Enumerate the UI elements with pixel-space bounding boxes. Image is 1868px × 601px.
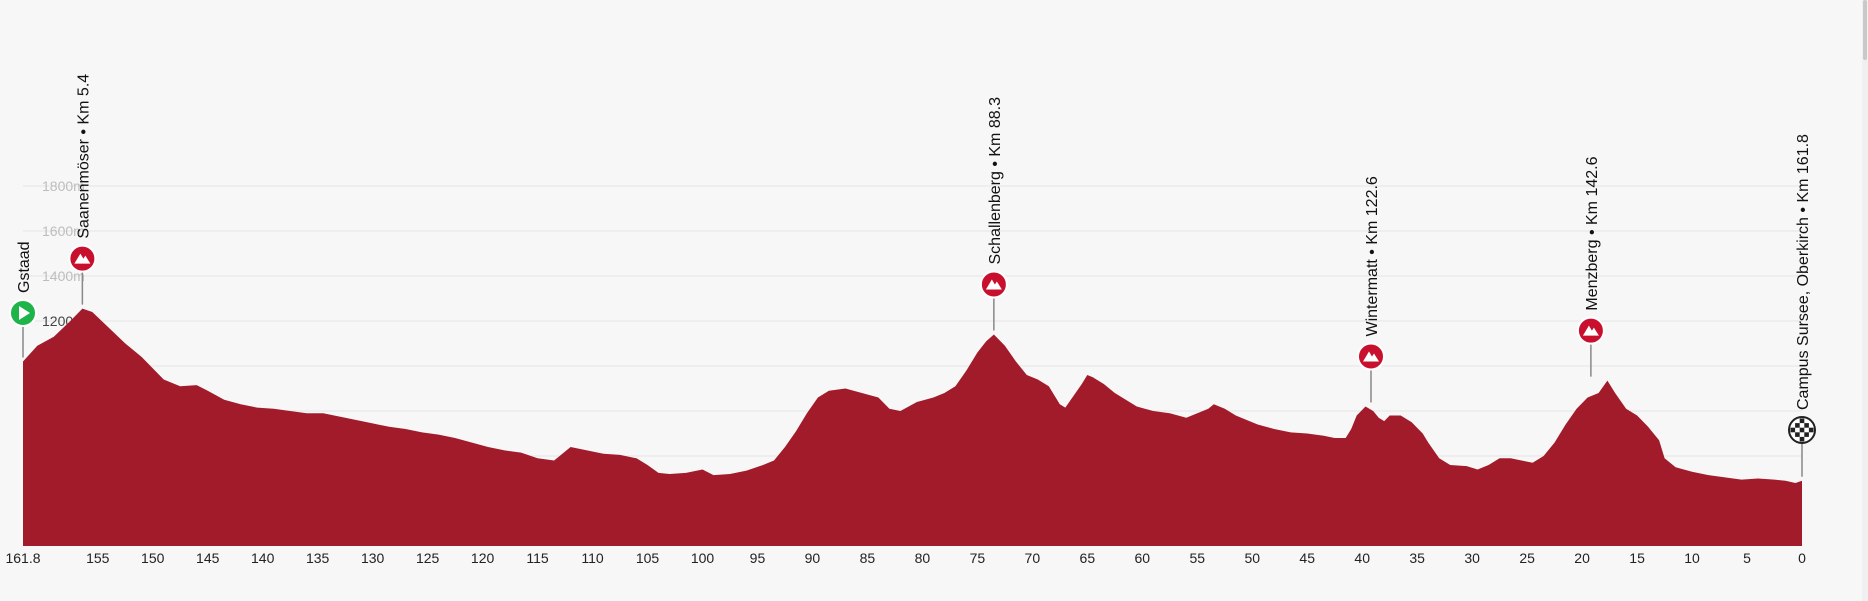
x-tick-label: 10 bbox=[1684, 550, 1700, 566]
elevation-area bbox=[23, 308, 1802, 546]
marker-label: Campus Sursee, Oberkirch • Km 161.8 bbox=[1795, 134, 1812, 410]
y-tick-label: 1400m bbox=[42, 268, 85, 284]
scrollbar-thumb[interactable] bbox=[1863, 0, 1867, 60]
x-tick-label: 135 bbox=[306, 550, 330, 566]
x-tick-label: 45 bbox=[1299, 550, 1315, 566]
x-tick-label: 95 bbox=[750, 550, 766, 566]
x-tick-label: 70 bbox=[1025, 550, 1041, 566]
x-tick-label: 75 bbox=[970, 550, 986, 566]
mountain-icon bbox=[979, 270, 1008, 299]
scrollbar-track[interactable] bbox=[1862, 0, 1868, 601]
marker-climb: Wintermatt • Km 122.6 bbox=[1356, 176, 1385, 403]
marker-label: Wintermatt • Km 122.6 bbox=[1364, 176, 1381, 336]
x-tick-label: 85 bbox=[860, 550, 876, 566]
x-tick-label: 125 bbox=[416, 550, 440, 566]
x-tick-label: 30 bbox=[1464, 550, 1480, 566]
checkered-flag-icon bbox=[1788, 416, 1816, 444]
x-tick-label: 155 bbox=[86, 550, 110, 566]
x-tick-label: 115 bbox=[526, 550, 549, 566]
x-tick-label: 80 bbox=[915, 550, 931, 566]
x-tick-label: 55 bbox=[1189, 550, 1205, 566]
x-tick-label: 60 bbox=[1135, 550, 1151, 566]
marker-start: Gstaad bbox=[9, 241, 37, 358]
marker-finish: Campus Sursee, Oberkirch • Km 161.8 bbox=[1788, 134, 1816, 477]
x-tick-label: 150 bbox=[141, 550, 165, 566]
x-tick-label: 50 bbox=[1244, 550, 1260, 566]
y-tick-label: 1800m bbox=[42, 178, 85, 194]
play-icon bbox=[9, 299, 37, 327]
x-tick-label: 25 bbox=[1519, 550, 1535, 566]
marker-climb: Menzberg • Km 142.6 bbox=[1576, 156, 1605, 377]
marker-label: Menzberg • Km 142.6 bbox=[1584, 156, 1601, 310]
mountain-icon bbox=[1356, 342, 1385, 371]
x-tick-label: 5 bbox=[1743, 550, 1751, 566]
x-tick-label: 120 bbox=[471, 550, 495, 566]
mountain-icon bbox=[68, 244, 97, 273]
x-tick-label: 145 bbox=[196, 550, 220, 566]
x-tick-label: 0 bbox=[1798, 550, 1806, 566]
marker-climb: Schallenberg • Km 88.3 bbox=[979, 97, 1008, 331]
x-tick-label: 100 bbox=[691, 550, 715, 566]
x-tick-label: 15 bbox=[1629, 550, 1645, 566]
x-tick-label: 35 bbox=[1409, 550, 1425, 566]
x-tick-label: 105 bbox=[636, 550, 660, 566]
marker-label: Gstaad bbox=[16, 241, 33, 293]
x-axis-labels: 161.8 155 150 145 140 135 130 125 120 115 110 105 10… bbox=[5, 550, 1806, 566]
x-tick-label: 90 bbox=[805, 550, 821, 566]
x-tick-label: 161.8 bbox=[5, 550, 40, 566]
route-markers: Gstaad Saanenmöser • Km 5.4 Schallenberg •… bbox=[9, 74, 1816, 477]
y-tick-label: 1600m bbox=[42, 223, 85, 239]
mountain-icon bbox=[1576, 316, 1605, 345]
x-tick-label: 130 bbox=[361, 550, 385, 566]
x-tick-label: 40 bbox=[1354, 550, 1370, 566]
x-tick-label: 140 bbox=[251, 550, 275, 566]
marker-label: Saanenmöser • Km 5.4 bbox=[75, 74, 92, 239]
x-tick-label: 20 bbox=[1574, 550, 1590, 566]
x-tick-label: 65 bbox=[1080, 550, 1096, 566]
x-tick-label: 110 bbox=[581, 550, 604, 566]
marker-label: Schallenberg • Km 88.3 bbox=[987, 97, 1004, 265]
marker-climb: Saanenmöser • Km 5.4 bbox=[68, 74, 97, 305]
